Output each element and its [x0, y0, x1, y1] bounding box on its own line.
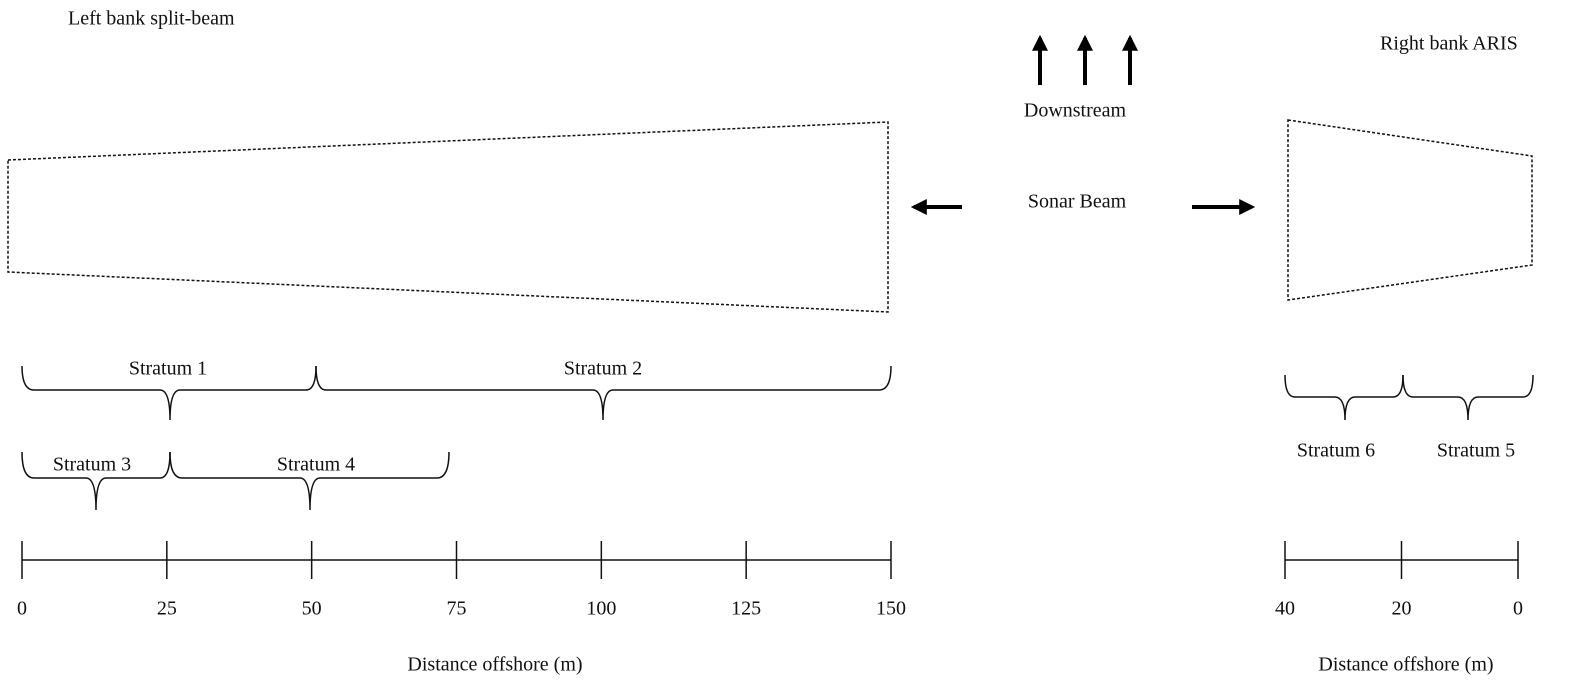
tick-label: 125 — [731, 598, 761, 620]
right-title: Right bank ARIS — [1380, 33, 1518, 55]
left-beam — [7, 121, 889, 313]
stratum-label: Stratum 6 — [1297, 440, 1375, 462]
axis-label: Distance offshore (m) — [407, 654, 582, 676]
stratum-label: Stratum 3 — [53, 454, 131, 476]
stratum-brace — [315, 365, 892, 421]
stratum-label: Stratum 4 — [277, 454, 355, 476]
stratum-label: Stratum 5 — [1437, 440, 1515, 462]
stratum-brace — [1402, 374, 1534, 421]
stratum-brace — [169, 451, 450, 511]
stratum-label: Stratum 2 — [564, 358, 642, 380]
stratum-brace — [1284, 374, 1404, 421]
left-title: Left bank split-beam — [68, 8, 235, 30]
stratum-brace — [21, 365, 317, 421]
tick-label: 40 — [1275, 598, 1295, 620]
tick-label: 25 — [157, 598, 177, 620]
right-beam — [1287, 119, 1533, 301]
tick-label: 150 — [876, 598, 906, 620]
stratum-brace — [21, 451, 171, 511]
tick-label: 20 — [1392, 598, 1412, 620]
axis-label: Distance offshore (m) — [1318, 654, 1493, 676]
tick-label: 75 — [447, 598, 467, 620]
tick-label: 0 — [17, 598, 27, 620]
flow-label: Downstream — [1024, 100, 1127, 122]
stratum-label: Stratum 1 — [129, 358, 207, 380]
tick-label: 100 — [586, 598, 616, 620]
tick-label: 50 — [302, 598, 322, 620]
tick-label: 0 — [1513, 598, 1523, 620]
beam-label: Sonar Beam — [1028, 191, 1127, 213]
